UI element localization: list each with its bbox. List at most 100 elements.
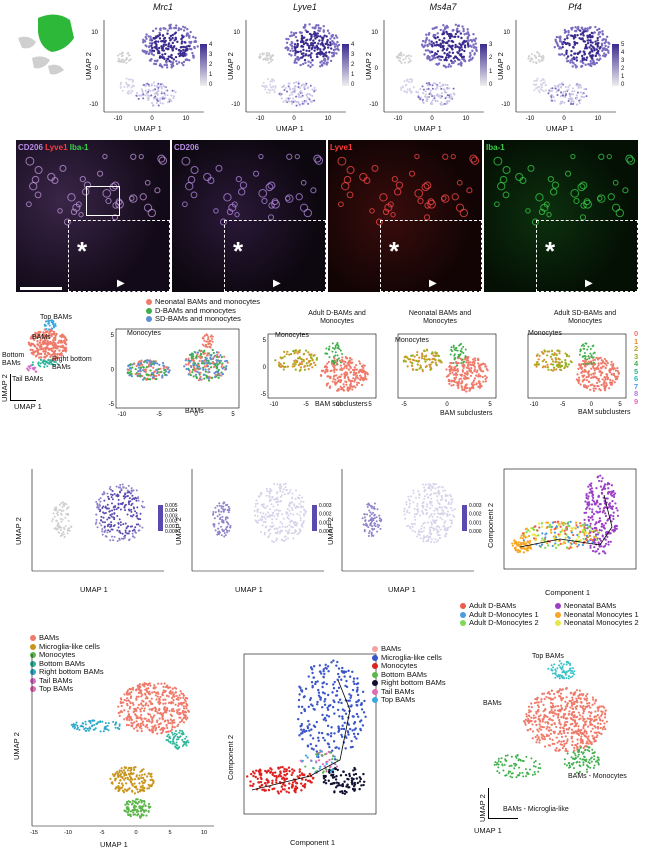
- cell-point: [62, 533, 65, 536]
- cell-point: [457, 24, 460, 27]
- cell-point: [440, 506, 443, 509]
- cell-point: [116, 514, 119, 517]
- cell-point: [591, 41, 594, 44]
- cell-point: [479, 382, 482, 385]
- cell-point: [569, 61, 572, 64]
- cell-point: [426, 505, 429, 508]
- cell-point: [402, 53, 405, 56]
- cell-point: [319, 48, 322, 51]
- cell-point: [140, 88, 143, 91]
- asterisk-3: *: [389, 236, 400, 266]
- cell-point: [100, 524, 103, 527]
- cell-point: [453, 93, 456, 96]
- cell-point: [287, 530, 290, 533]
- cell-point: [584, 27, 587, 30]
- cell-point: [216, 515, 219, 518]
- cell-point: [309, 65, 312, 69]
- stained-cell: [109, 183, 118, 192]
- cell-point: [179, 27, 183, 31]
- cell-point: [124, 534, 127, 537]
- cell-point: [579, 91, 582, 94]
- cell-point: [282, 488, 285, 491]
- cell-point: [434, 82, 437, 85]
- cell-point: [168, 36, 171, 40]
- cell-point: [159, 83, 162, 86]
- cell-point: [187, 44, 190, 48]
- cell-point: [590, 373, 593, 376]
- cell-point: [351, 388, 354, 391]
- cell-point: [565, 89, 568, 92]
- cell-point: [216, 533, 219, 536]
- cell-point: [566, 55, 570, 58]
- cell-point: [433, 513, 436, 516]
- cell-point: [120, 81, 123, 84]
- cell-point: [220, 534, 223, 537]
- cell-point: [331, 347, 334, 350]
- cell-point: [158, 363, 161, 367]
- cell-point: [608, 369, 611, 372]
- cell-point: [274, 359, 277, 362]
- cell-point: [429, 514, 432, 517]
- cell-point: [326, 382, 330, 385]
- cell-point: [545, 84, 548, 87]
- cell-point: [256, 509, 259, 512]
- cell-point: [40, 334, 43, 338]
- cell-point: [535, 365, 538, 368]
- cell-point: [429, 507, 432, 510]
- cell-point: [441, 55, 444, 59]
- cell-point: [192, 35, 195, 39]
- cell-point: [464, 355, 467, 358]
- cell-point: [123, 505, 126, 508]
- cell-point: [342, 367, 345, 370]
- cell-point: [415, 353, 419, 357]
- cell-point: [339, 385, 342, 388]
- colorbar-tick: 3: [489, 42, 493, 48]
- cell-point: [291, 365, 294, 368]
- cell-point: [134, 368, 137, 371]
- cell-point: [221, 372, 225, 376]
- cell-point: [306, 42, 309, 46]
- cell-point: [37, 361, 40, 364]
- cell-point: [372, 511, 375, 514]
- cell-point: [420, 352, 424, 355]
- cell-point: [192, 56, 195, 59]
- cell-point: [590, 35, 593, 38]
- cell-point: [147, 373, 150, 376]
- cell-point: [585, 56, 589, 59]
- cell-point: [410, 523, 413, 526]
- stained-cell: [543, 201, 550, 208]
- cell-point: [375, 520, 378, 523]
- cell-point: [457, 353, 460, 356]
- stained-cell: [300, 179, 307, 186]
- cell-point: [371, 527, 374, 530]
- cell-point: [544, 365, 547, 369]
- cell-point: [137, 372, 140, 375]
- stained-cell: [622, 187, 629, 194]
- cell-point: [476, 357, 479, 360]
- inset-lyve1: [380, 220, 482, 292]
- cell-point: [445, 54, 449, 57]
- panel-c-subclusters: BAM subclusters: [440, 410, 493, 417]
- cell-point: [557, 36, 561, 39]
- cell-point: [180, 42, 183, 45]
- cell-point: [299, 366, 303, 369]
- cell-point: [176, 40, 179, 44]
- cell-point: [431, 504, 434, 507]
- cell-point: [604, 40, 607, 44]
- cell-point: [397, 56, 400, 59]
- cell-point: [148, 361, 151, 365]
- cell-point: [591, 527, 594, 530]
- cell-point: [464, 357, 467, 360]
- cell-point: [168, 59, 171, 63]
- cell-point: [369, 519, 372, 522]
- stained-cell: [607, 193, 615, 201]
- cell-point: [557, 84, 560, 87]
- cluster-number: 8: [634, 389, 639, 398]
- cell-point: [550, 363, 553, 366]
- cell-point: [170, 53, 173, 57]
- cell-point: [274, 85, 277, 88]
- cell-point: [435, 519, 438, 522]
- r4-umap2-c: UMAP 2: [326, 517, 335, 545]
- cell-point: [263, 57, 266, 60]
- cell-point: [557, 85, 560, 88]
